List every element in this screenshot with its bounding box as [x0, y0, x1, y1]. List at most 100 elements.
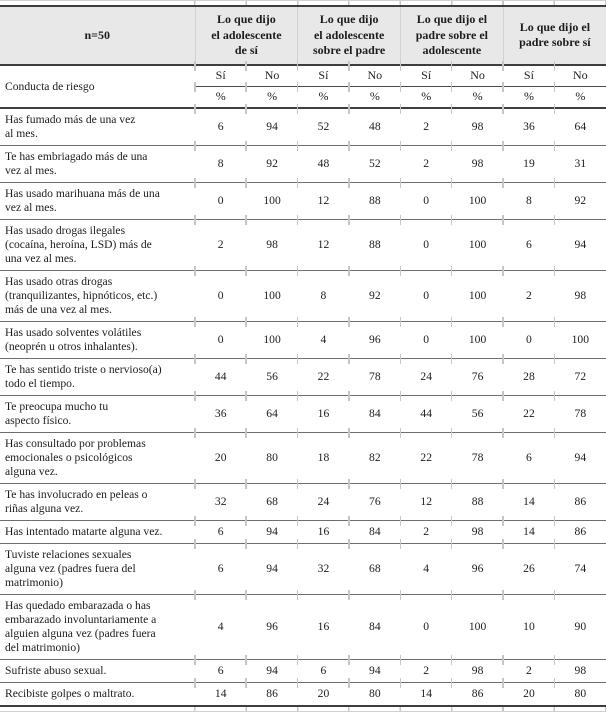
row-label: Has usado marihuana más de una vez al me… [0, 182, 195, 220]
value-cell: 2 [502, 654, 555, 683]
row-label: Has consultado por problemas emocionales… [0, 432, 195, 484]
value-cell: 44 [193, 353, 247, 396]
value-cell: 14 [502, 478, 555, 521]
value-cell: 82 [348, 427, 401, 484]
value-cell: 94 [348, 654, 401, 683]
percent-header-row: % % % % % % % % [0, 81, 606, 109]
table-row: Has usado marihuana más de una vez al me… [0, 177, 606, 220]
subheader-no: No [553, 59, 606, 87]
value-cell: 0 [193, 177, 247, 220]
value-cell: 98 [553, 654, 606, 683]
value-cell: 12 [296, 214, 350, 271]
value-cell: 86 [553, 515, 606, 544]
percent-header: % [296, 81, 350, 109]
value-cell: 76 [450, 353, 504, 396]
table-header: n=50 Lo que dijo el adolescente de sí Lo… [0, 6, 606, 109]
value-cell: 98 [245, 214, 298, 271]
value-cell: 92 [348, 265, 401, 322]
subheader-yes: Sí [399, 59, 452, 87]
row-label: Has intentado matarte alguna vez. [0, 520, 195, 544]
value-cell: 84 [348, 515, 401, 544]
value-cell: 52 [296, 102, 350, 146]
row-label: Te has embriagado más de una vez al mes. [0, 145, 195, 183]
value-cell: 0 [399, 177, 452, 220]
table-row: Has quedado embarazada o has embarazado … [0, 589, 606, 660]
value-cell: 84 [348, 390, 401, 433]
value-cell: 56 [450, 390, 504, 433]
row-label: Te has sentido triste o nervioso(a) todo… [0, 358, 195, 396]
percent-header: % [193, 81, 247, 109]
value-cell: 0 [502, 316, 555, 359]
value-cell: 100 [450, 265, 504, 322]
value-cell: 100 [245, 177, 298, 220]
value-cell: 10 [502, 589, 555, 660]
table-row: Has fumado más de una vez al mes. 6 94 5… [0, 102, 606, 146]
row-label: Has fumado más de una vez al mes. [0, 107, 195, 146]
value-cell: 48 [296, 140, 350, 183]
value-cell: 8 [296, 265, 350, 322]
value-cell: 80 [348, 677, 400, 706]
value-cell: 64 [553, 102, 606, 146]
value-cell: 24 [399, 353, 452, 396]
value-cell: 4 [399, 538, 452, 595]
value-cell: 31 [553, 140, 606, 183]
table-row: Recibiste golpes o maltrato. 14 86 20 80… [0, 677, 606, 706]
value-cell: 78 [553, 390, 606, 433]
value-cell: 2 [399, 515, 452, 544]
subheader-no: No [245, 59, 298, 87]
value-cell: 6 [193, 515, 247, 544]
row-label: Has quedado embarazada o has embarazado … [0, 594, 195, 660]
value-cell: 4 [193, 589, 247, 660]
value-cell: 20 [193, 427, 247, 484]
percent-header: % [502, 81, 555, 109]
row-label: Tuviste relaciones sexuales alguna vez (… [0, 543, 195, 595]
row-label: Te preocupa mucho tu aspecto físico. [0, 395, 195, 433]
value-cell: 22 [399, 427, 452, 484]
value-cell: 0 [399, 214, 452, 271]
top-tick-strip [0, 1, 606, 5]
value-cell: 84 [348, 589, 401, 660]
value-cell: 6 [193, 538, 247, 595]
row-label: Has usado otras drogas (tranquilizantes,… [0, 270, 195, 322]
value-cell: 98 [553, 265, 606, 322]
value-cell: 56 [245, 353, 298, 396]
value-cell: 98 [450, 140, 504, 183]
subheader-no: No [450, 59, 504, 87]
value-cell: 96 [245, 589, 298, 660]
table-row: Tuviste relaciones sexuales alguna vez (… [0, 538, 606, 595]
value-cell: 22 [502, 390, 555, 433]
value-cell: 32 [296, 538, 350, 595]
table-row: Sufriste abuso sexual. 6 94 6 94 2 98 2 … [0, 654, 606, 683]
group-header-adolescente-de-si: Lo que dijo el adolescente de sí [194, 6, 298, 66]
value-cell: 6 [296, 654, 350, 683]
value-cell: 48 [348, 102, 401, 146]
value-cell: 16 [296, 390, 350, 433]
value-cell: 78 [450, 427, 504, 484]
value-cell: 100 [450, 214, 504, 271]
percent-header: % [399, 81, 452, 109]
top-edge-line [0, 0, 606, 1]
row-header-label: Conducta de riesgo [0, 64, 195, 109]
value-cell: 80 [245, 427, 298, 484]
table-row: Has consultado por problemas emocionales… [0, 427, 606, 484]
value-cell: 20 [502, 677, 554, 706]
value-cell: 94 [245, 654, 298, 683]
value-cell: 86 [553, 478, 606, 521]
value-cell: 6 [193, 654, 247, 683]
value-cell: 16 [296, 589, 350, 660]
table-row: Te preocupa mucho tu aspecto físico. 36 … [0, 390, 606, 433]
yes-no-header-row: Conducta de riesgo Sí No Sí No Sí No Sí … [0, 59, 606, 109]
table-row: Te has involucrado en peleas o riñas alg… [0, 478, 606, 521]
value-cell: 14 [502, 515, 555, 544]
row-label: Sufriste abuso sexual. [0, 659, 195, 683]
value-cell: 94 [553, 427, 606, 484]
value-cell: 2 [193, 214, 247, 271]
value-cell: 22 [296, 353, 350, 396]
value-cell: 100 [553, 316, 606, 359]
value-cell: 19 [502, 140, 555, 183]
value-cell: 64 [245, 390, 298, 433]
value-cell: 96 [450, 538, 504, 595]
value-cell: 76 [348, 478, 401, 521]
value-cell: 14 [399, 677, 452, 706]
